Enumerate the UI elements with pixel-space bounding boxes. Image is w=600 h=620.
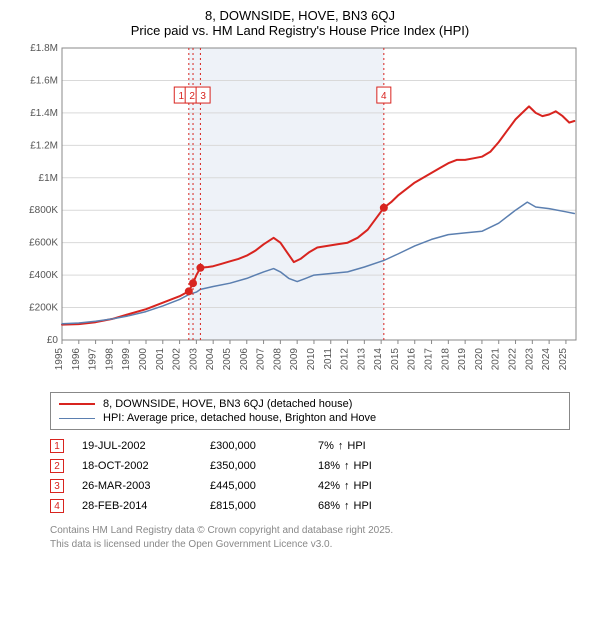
tx-marker-box: 2 bbox=[50, 459, 64, 473]
tx-price: £815,000 bbox=[210, 500, 300, 512]
footer-attribution: Contains HM Land Registry data © Crown c… bbox=[50, 524, 570, 551]
svg-text:1999: 1999 bbox=[121, 348, 132, 371]
svg-text:2014: 2014 bbox=[373, 348, 384, 371]
svg-text:2017: 2017 bbox=[424, 348, 435, 371]
svg-text:£800K: £800K bbox=[29, 205, 58, 216]
chart-svg: £0 £200K £400K £600K £800K £1M £1.2M £1.4M £1.6M… bbox=[20, 44, 580, 384]
chart-title-line2: Price paid vs. HM Land Registry's House … bbox=[10, 23, 590, 38]
legend-row: 8, DOWNSIDE, HOVE, BN3 6QJ (detached hou… bbox=[59, 397, 561, 411]
svg-text:2023: 2023 bbox=[524, 348, 535, 371]
tx-marker-num: 2 bbox=[54, 461, 60, 472]
svg-text:2018: 2018 bbox=[440, 348, 451, 371]
tx-marker-box: 3 bbox=[50, 479, 64, 493]
svg-text:2007: 2007 bbox=[256, 348, 267, 371]
svg-text:£1M: £1M bbox=[39, 173, 58, 184]
tx-date: 26-MAR-2003 bbox=[82, 480, 192, 492]
svg-text:2013: 2013 bbox=[356, 348, 367, 371]
svg-text:£600K: £600K bbox=[29, 238, 58, 249]
legend-row: HPI: Average price, detached house, Brig… bbox=[59, 411, 561, 425]
tx-price: £350,000 bbox=[210, 460, 300, 472]
svg-text:2020: 2020 bbox=[474, 348, 485, 371]
svg-text:2004: 2004 bbox=[205, 348, 216, 371]
svg-text:£1.6M: £1.6M bbox=[30, 75, 58, 86]
footer-line: This data is licensed under the Open Gov… bbox=[50, 538, 570, 552]
svg-text:2016: 2016 bbox=[407, 348, 418, 371]
tx-marker-box: 1 bbox=[50, 439, 64, 453]
legend-swatch bbox=[59, 403, 95, 405]
svg-text:2: 2 bbox=[189, 91, 195, 102]
arrow-up-icon: ↑ bbox=[344, 480, 350, 492]
svg-text:2005: 2005 bbox=[222, 348, 233, 371]
table-row: 2 18-OCT-2002 £350,000 18% ↑ HPI bbox=[50, 456, 570, 476]
svg-text:2015: 2015 bbox=[390, 348, 401, 371]
tx-diff: 68% ↑ HPI bbox=[318, 500, 408, 512]
svg-text:2010: 2010 bbox=[306, 348, 317, 371]
title-block: 8, DOWNSIDE, HOVE, BN3 6QJ Price paid vs… bbox=[10, 8, 590, 38]
svg-text:2025: 2025 bbox=[558, 348, 569, 371]
tx-diff: 42% ↑ HPI bbox=[318, 480, 408, 492]
svg-text:2000: 2000 bbox=[138, 348, 149, 371]
tx-marker-num: 1 bbox=[54, 441, 60, 452]
svg-text:2011: 2011 bbox=[323, 348, 334, 370]
svg-text:£200K: £200K bbox=[29, 303, 58, 314]
svg-text:4: 4 bbox=[381, 91, 387, 102]
svg-text:£0: £0 bbox=[47, 335, 59, 346]
svg-text:£1.2M: £1.2M bbox=[30, 140, 58, 151]
svg-text:1: 1 bbox=[178, 91, 184, 102]
table-row: 3 26-MAR-2003 £445,000 42% ↑ HPI bbox=[50, 476, 570, 496]
svg-text:2024: 2024 bbox=[541, 348, 552, 371]
svg-text:3: 3 bbox=[200, 91, 206, 102]
chart-plot-area: £0 £200K £400K £600K £800K £1M £1.2M £1.4M £1.6M… bbox=[20, 44, 580, 384]
table-row: 1 19-JUL-2002 £300,000 7% ↑ HPI bbox=[50, 436, 570, 456]
svg-text:2019: 2019 bbox=[457, 348, 468, 371]
svg-text:1997: 1997 bbox=[88, 348, 99, 371]
legend-swatch bbox=[59, 418, 95, 419]
svg-text:1998: 1998 bbox=[104, 348, 115, 371]
tx-date: 28-FEB-2014 bbox=[82, 500, 192, 512]
arrow-up-icon: ↑ bbox=[344, 500, 350, 512]
svg-text:2022: 2022 bbox=[508, 348, 519, 371]
tx-price: £300,000 bbox=[210, 440, 300, 452]
svg-text:2006: 2006 bbox=[239, 348, 250, 371]
svg-text:1995: 1995 bbox=[54, 348, 65, 371]
tx-price: £445,000 bbox=[210, 480, 300, 492]
svg-text:2003: 2003 bbox=[188, 348, 199, 371]
legend: 8, DOWNSIDE, HOVE, BN3 6QJ (detached hou… bbox=[50, 392, 570, 430]
table-row: 4 28-FEB-2014 £815,000 68% ↑ HPI bbox=[50, 496, 570, 516]
arrow-up-icon: ↑ bbox=[344, 460, 350, 472]
tx-diff: 18% ↑ HPI bbox=[318, 460, 408, 472]
svg-text:2002: 2002 bbox=[172, 348, 183, 371]
svg-text:2001: 2001 bbox=[155, 348, 166, 371]
svg-text:2009: 2009 bbox=[289, 348, 300, 371]
svg-text:2021: 2021 bbox=[491, 348, 502, 371]
arrow-up-icon: ↑ bbox=[338, 440, 344, 452]
tx-marker-box: 4 bbox=[50, 499, 64, 513]
svg-text:2008: 2008 bbox=[272, 348, 283, 371]
transactions-table: 1 19-JUL-2002 £300,000 7% ↑ HPI 2 18-OCT… bbox=[50, 436, 570, 516]
svg-text:£1.8M: £1.8M bbox=[30, 44, 58, 54]
svg-text:£400K: £400K bbox=[29, 270, 58, 281]
svg-text:£1.4M: £1.4M bbox=[30, 108, 58, 119]
tx-date: 19-JUL-2002 bbox=[82, 440, 192, 452]
footer-line: Contains HM Land Registry data © Crown c… bbox=[50, 524, 570, 538]
legend-label: HPI: Average price, detached house, Brig… bbox=[103, 412, 376, 424]
tx-diff: 7% ↑ HPI bbox=[318, 440, 408, 452]
svg-text:1996: 1996 bbox=[71, 348, 82, 371]
svg-text:2012: 2012 bbox=[340, 348, 351, 371]
tx-marker-num: 3 bbox=[54, 481, 60, 492]
tx-marker-num: 4 bbox=[54, 501, 60, 512]
tx-date: 18-OCT-2002 bbox=[82, 460, 192, 472]
chart-container: 8, DOWNSIDE, HOVE, BN3 6QJ Price paid vs… bbox=[0, 0, 600, 561]
chart-title-line1: 8, DOWNSIDE, HOVE, BN3 6QJ bbox=[10, 8, 590, 23]
legend-label: 8, DOWNSIDE, HOVE, BN3 6QJ (detached hou… bbox=[103, 398, 352, 410]
